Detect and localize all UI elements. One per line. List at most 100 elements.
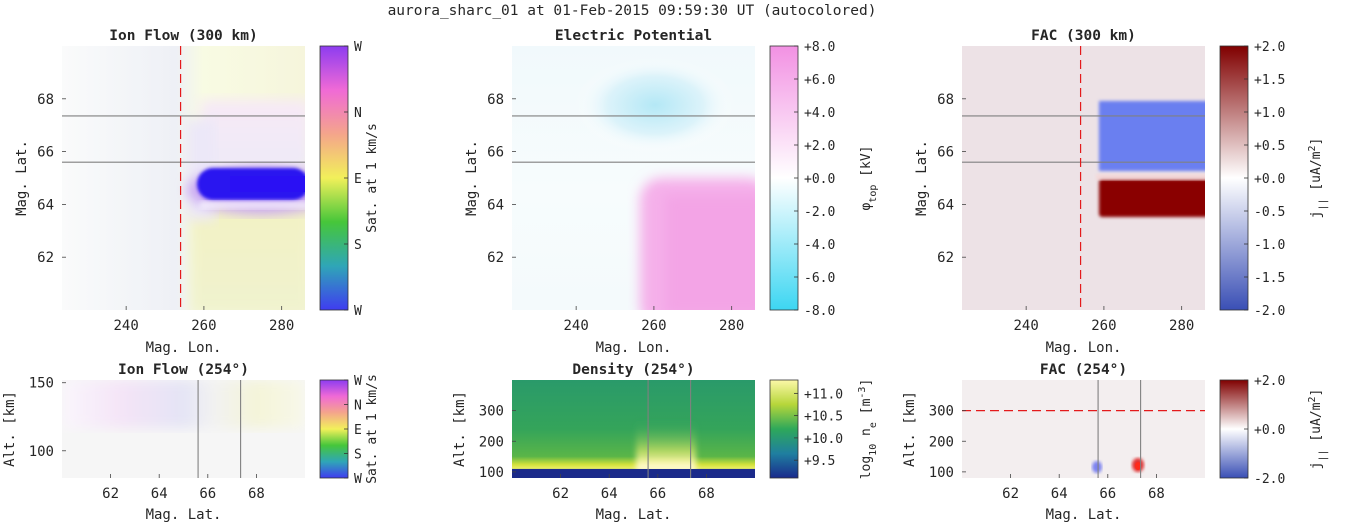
colorbar: W N E S W Sat. at 1 km/s <box>319 40 380 319</box>
colorbar-gradient <box>769 379 799 479</box>
colorbar-tick-label: W <box>354 472 362 487</box>
colorbar-tick-label: +0.0 <box>1254 423 1285 438</box>
y-axis-label: Alt. [km] <box>902 391 918 467</box>
y-tick-label: 66 <box>37 145 54 161</box>
x-tick-label: 260 <box>1091 318 1116 334</box>
figure-suptitle: aurora_sharc_01 at 01-Feb-2015 09:59:30 … <box>388 3 877 19</box>
colorbar-gradient <box>319 45 349 311</box>
x-tick-label: 240 <box>114 318 139 334</box>
y-axis-label: Mag. Lat. <box>14 140 30 216</box>
colorbar-label: log10 ne [m-3] <box>857 379 879 480</box>
x-tick-label: 68 <box>1148 486 1165 502</box>
x-tick-label: 64 <box>1051 486 1068 502</box>
x-tick-label: 62 <box>552 486 569 502</box>
x-tick-label: 66 <box>1099 486 1116 502</box>
colorbar-tick-label: +1.5 <box>1254 73 1285 88</box>
fac-map-panel: FAC (300 km) 240 260 280 62 64 66 68 Mag. Lon. Ma… <box>914 28 1205 356</box>
colorbar-tick-label: +0.0 <box>804 172 835 187</box>
colorbar-tick-label: -8.0 <box>804 304 835 319</box>
colorbar-gradient <box>319 379 349 479</box>
y-tick-label: 62 <box>937 250 954 266</box>
panel-title: Electric Potential <box>555 28 712 44</box>
y-tick-label: 200 <box>929 434 954 450</box>
y-tick-label: 300 <box>929 404 954 420</box>
y-tick-label: 66 <box>937 145 954 161</box>
x-tick-label: 66 <box>199 486 216 502</box>
x-axis-label: Mag. Lon. <box>596 340 672 356</box>
fac-map-image <box>962 46 1205 310</box>
x-tick-label: 64 <box>151 486 168 502</box>
x-tick-label: 280 <box>719 318 744 334</box>
x-tick-label: 240 <box>1014 318 1039 334</box>
x-axis-label: Mag. Lat. <box>146 507 222 523</box>
x-tick-label: 260 <box>191 318 216 334</box>
ionflow-map-image <box>62 46 305 310</box>
panel-title: Ion Flow (254°) <box>118 362 249 378</box>
y-axis-label: Alt. [km] <box>452 391 468 467</box>
colorbar-gradient <box>1219 379 1249 479</box>
y-tick-label: 68 <box>937 92 954 108</box>
colorbar: +2.0 +0.0 -2.0 j|| [uA/m2] <box>1219 374 1329 487</box>
colorbar-tick-label: E <box>354 172 362 187</box>
x-tick-label: 66 <box>649 486 666 502</box>
colorbar-label: j|| [uA/m2] <box>1307 138 1329 219</box>
colorbar-label: φtop [kV] <box>859 145 879 210</box>
x-axis-label: Mag. Lat. <box>1046 507 1122 523</box>
colorbar-label: Sat. at 1 km/s <box>365 123 380 233</box>
colorbar-tick-label: +6.0 <box>804 73 835 88</box>
colorbar-label: Sat. at 1 km/s <box>365 374 380 484</box>
colorbar-tick-label: +9.5 <box>804 454 835 469</box>
colorbar-tick-label: +0.0 <box>1254 172 1285 187</box>
ionflow-cut-image <box>62 380 305 478</box>
panel-title: FAC (254°) <box>1040 362 1127 378</box>
fac-cut-image <box>962 380 1205 478</box>
y-tick-label: 100 <box>479 465 504 481</box>
colorbar-tick-label: +2.0 <box>1254 40 1285 55</box>
colorbar: +2.0 +1.5 +1.0 +0.5 +0.0 -0.5 -1.0 -1.5 -2.0 j|| … <box>1219 40 1329 319</box>
y-tick-label: 100 <box>929 465 954 481</box>
colorbar-tick-label: -1.5 <box>1254 271 1285 286</box>
colorbar-tick-label: W <box>354 40 362 55</box>
y-tick-label: 66 <box>487 145 504 161</box>
x-tick-label: 240 <box>564 318 589 334</box>
y-tick-label: 64 <box>37 197 54 213</box>
colorbar-tick-label: +1.0 <box>1254 106 1285 121</box>
colorbar-tick-label: -6.0 <box>804 271 835 286</box>
colorbar-tick-label: -2.0 <box>1254 472 1285 487</box>
density-cut-image <box>512 380 755 478</box>
fac-cut-panel: FAC (254°) 62 64 66 68 100 200 300 Mag. Lat. Alt.… <box>902 362 1205 523</box>
colorbar-tick-label: E <box>354 423 362 438</box>
colorbar-gradient <box>1219 45 1249 311</box>
colorbar-tick-label: +4.0 <box>804 106 835 121</box>
y-tick-label: 64 <box>937 197 954 213</box>
x-axis-label: Mag. Lat. <box>596 507 672 523</box>
colorbar-tick-label: -0.5 <box>1254 205 1285 220</box>
potential-map-image <box>512 46 755 310</box>
ionflow-map-panel: Ion Flow (300 km) 240 260 280 62 64 66 68 Mag. L… <box>14 28 305 356</box>
colorbar-tick-label: +10.0 <box>804 432 843 447</box>
colorbar: +8.0 +6.0 +4.0 +2.0 +0.0 -2.0 -4.0 -6.0 -8.0 φtop… <box>769 40 879 319</box>
y-tick-label: 300 <box>479 404 504 420</box>
x-tick-label: 68 <box>698 486 715 502</box>
colorbar-tick-label: N <box>354 399 362 414</box>
y-tick-label: 150 <box>29 376 54 392</box>
colorbar-tick-label: -4.0 <box>804 238 835 253</box>
x-axis-label: Mag. Lon. <box>146 340 222 356</box>
x-tick-label: 280 <box>269 318 294 334</box>
colorbar-gradient <box>769 45 799 311</box>
colorbar-label: j|| [uA/m2] <box>1307 389 1329 470</box>
colorbar-tick-label: +2.0 <box>1254 374 1285 389</box>
ionflow-cut-panel: Ion Flow (254°) 62 64 66 68 100 150 Mag. Lat. Al… <box>2 362 305 523</box>
colorbar-tick-label: N <box>354 106 362 121</box>
panel-title: Density (254°) <box>572 362 694 378</box>
y-tick-label: 68 <box>37 92 54 108</box>
colorbar-tick-label: S <box>354 238 362 253</box>
colorbar-tick-label: W <box>354 304 362 319</box>
panel-title: FAC (300 km) <box>1031 28 1136 44</box>
colorbar-tick-label: +0.5 <box>1254 139 1285 154</box>
colorbar-tick-label: +2.0 <box>804 139 835 154</box>
y-axis-label: Mag. Lat. <box>464 140 480 216</box>
y-tick-label: 62 <box>37 250 54 266</box>
